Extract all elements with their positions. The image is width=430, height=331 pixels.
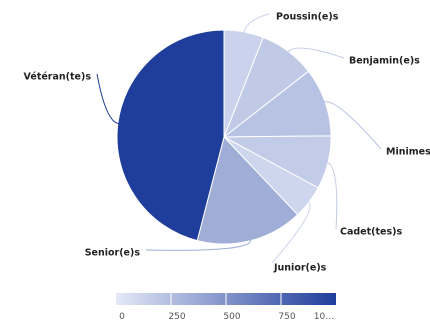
color-axis-tick-label-4: 10… bbox=[314, 312, 334, 322]
connector-minimes bbox=[323, 101, 382, 150]
slice-label-junior-e-s: Junior(e)s bbox=[273, 263, 327, 274]
pie-slices bbox=[116, 29, 332, 245]
slice-label-benjamin-e-s: Benjamin(e)s bbox=[349, 56, 420, 67]
slice-label-senior-e-s: Senior(e)s bbox=[85, 248, 141, 259]
color-axis-tick-label-3: 750 bbox=[278, 312, 295, 322]
color-axis-tick-labels: 0 250 500 750 10… bbox=[119, 312, 334, 322]
slice-label-poussin-e-s: Poussin(e)s bbox=[276, 12, 339, 23]
color-axis-legend: 0 250 500 750 10… bbox=[116, 293, 336, 322]
slice-label-minimes: Minimes bbox=[386, 147, 430, 158]
connector-benjamin-e-s bbox=[287, 47, 345, 59]
connector-cadet-tes-s bbox=[326, 161, 338, 230]
connector-poussin-e-s bbox=[243, 13, 270, 34]
slice-labels: Poussin(e)s Benjamin(e)s Minimes Cadet(tes)… bbox=[24, 12, 430, 274]
slice-label-veteran-te-s: Vétéran(te)s bbox=[24, 72, 92, 83]
color-axis-tick-label-0: 0 bbox=[119, 312, 125, 322]
connector-junior-e-s bbox=[271, 201, 311, 264]
slice-connector-lines bbox=[96, 13, 382, 264]
color-axis-tick-label-1: 250 bbox=[168, 312, 185, 322]
color-axis-tick-marks bbox=[170, 293, 282, 305]
slice-label-cadet-tes-s: Cadet(tes)s bbox=[340, 227, 402, 238]
connector-veteran-te-s bbox=[96, 73, 119, 125]
connector-senior-e-s bbox=[145, 239, 252, 251]
color-axis-tick-label-2: 500 bbox=[223, 312, 240, 322]
